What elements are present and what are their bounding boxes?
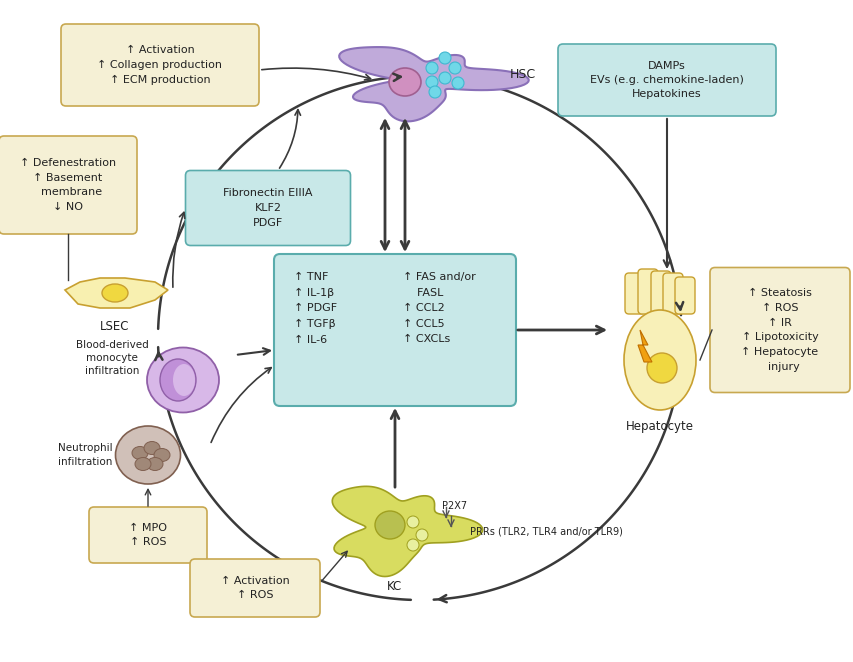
Text: ↑ Activation
↑ ROS: ↑ Activation ↑ ROS [220, 576, 289, 600]
Ellipse shape [389, 68, 421, 96]
Circle shape [426, 62, 438, 74]
Text: LSEC: LSEC [100, 320, 130, 333]
Text: PRRs (TLR2, TLR4 and/or TLR9): PRRs (TLR2, TLR4 and/or TLR9) [469, 527, 622, 537]
FancyArrowPatch shape [401, 121, 409, 249]
Circle shape [449, 62, 461, 74]
Ellipse shape [173, 364, 194, 396]
FancyArrowPatch shape [211, 367, 271, 442]
FancyArrowPatch shape [663, 118, 670, 267]
Circle shape [415, 529, 427, 541]
Ellipse shape [144, 442, 160, 455]
FancyBboxPatch shape [0, 136, 136, 234]
FancyBboxPatch shape [61, 24, 258, 106]
Circle shape [451, 77, 463, 89]
Ellipse shape [154, 448, 170, 461]
FancyBboxPatch shape [624, 273, 644, 314]
Text: ↑ FAS and/or
    FASL
↑ CCL2
↑ CCL5
↑ CXCLs: ↑ FAS and/or FASL ↑ CCL2 ↑ CCL5 ↑ CXCLs [403, 272, 475, 344]
FancyBboxPatch shape [662, 273, 682, 314]
Ellipse shape [160, 359, 196, 401]
FancyArrowPatch shape [391, 411, 398, 487]
Circle shape [407, 539, 419, 551]
Polygon shape [637, 330, 651, 362]
Text: ↑ Defenestration
↑ Basement
  membrane
↓ NO: ↑ Defenestration ↑ Basement membrane ↓ N… [20, 158, 116, 213]
Text: ↑ MPO
↑ ROS: ↑ MPO ↑ ROS [129, 523, 167, 547]
FancyBboxPatch shape [709, 267, 849, 393]
FancyArrowPatch shape [517, 326, 603, 334]
Circle shape [438, 52, 450, 64]
FancyArrowPatch shape [262, 68, 370, 80]
FancyArrowPatch shape [279, 110, 300, 168]
FancyArrowPatch shape [237, 348, 270, 355]
Text: ↑ Steatosis
↑ ROS
↑ IR
↑ Lipotoxicity
↑ Hepatocyte
  injury: ↑ Steatosis ↑ ROS ↑ IR ↑ Lipotoxicity ↑ … [740, 288, 818, 372]
Text: DAMPs
EVs (e.g. chemokine-laden)
Hepatokines: DAMPs EVs (e.g. chemokine-laden) Hepatok… [589, 61, 743, 99]
Text: Fibronectin EIIIA
KLF2
PDGF: Fibronectin EIIIA KLF2 PDGF [223, 188, 312, 228]
Text: KC: KC [387, 580, 402, 593]
Circle shape [426, 76, 438, 88]
Ellipse shape [374, 511, 404, 539]
FancyBboxPatch shape [185, 171, 350, 246]
FancyBboxPatch shape [274, 254, 515, 406]
Text: ↑ TNF
↑ IL-1β
↑ PDGF
↑ TGFβ
↑ IL-6: ↑ TNF ↑ IL-1β ↑ PDGF ↑ TGFβ ↑ IL-6 [293, 272, 337, 345]
Polygon shape [65, 278, 168, 308]
Ellipse shape [147, 457, 163, 471]
Polygon shape [332, 487, 482, 577]
FancyBboxPatch shape [637, 269, 657, 314]
Ellipse shape [132, 446, 148, 459]
Text: Blood-derived
monocyte
infiltration: Blood-derived monocyte infiltration [76, 340, 148, 376]
Ellipse shape [147, 348, 218, 412]
FancyBboxPatch shape [674, 277, 694, 314]
FancyBboxPatch shape [89, 507, 206, 563]
Circle shape [438, 72, 450, 84]
Polygon shape [339, 47, 528, 121]
Ellipse shape [115, 426, 180, 484]
FancyBboxPatch shape [189, 559, 320, 617]
FancyArrowPatch shape [145, 489, 151, 506]
Text: ↑ Activation
↑ Collagen production
↑ ECM production: ↑ Activation ↑ Collagen production ↑ ECM… [97, 45, 223, 85]
FancyArrowPatch shape [172, 213, 184, 287]
Text: P2X7: P2X7 [442, 501, 467, 511]
Text: HSC: HSC [509, 68, 536, 81]
FancyBboxPatch shape [557, 44, 775, 116]
Text: Hepatocyte: Hepatocyte [625, 420, 693, 433]
Ellipse shape [102, 284, 128, 302]
FancyArrowPatch shape [322, 551, 347, 581]
Text: Neutrophil
infiltration: Neutrophil infiltration [58, 444, 113, 467]
FancyBboxPatch shape [650, 271, 670, 314]
Ellipse shape [624, 310, 695, 410]
Circle shape [407, 516, 419, 528]
Circle shape [428, 86, 440, 98]
FancyArrowPatch shape [380, 121, 388, 249]
Ellipse shape [647, 353, 676, 383]
Ellipse shape [135, 457, 151, 471]
